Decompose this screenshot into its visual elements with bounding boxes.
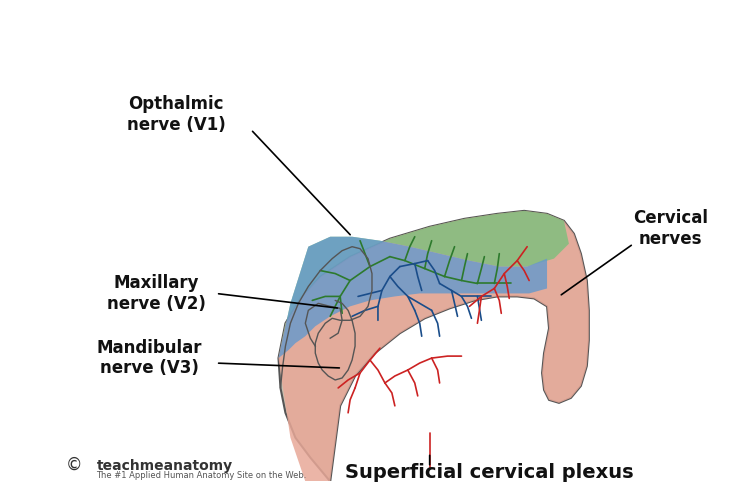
Text: Superficial cervical plexus: Superficial cervical plexus <box>345 463 634 482</box>
Text: teachmeanatomy: teachmeanatomy <box>96 458 233 472</box>
Text: ©: © <box>66 455 82 473</box>
Text: Mandibular
nerve (V3): Mandibular nerve (V3) <box>96 339 202 378</box>
Text: Cervical
nerves: Cervical nerves <box>633 210 708 248</box>
Polygon shape <box>278 211 589 482</box>
Polygon shape <box>278 211 589 482</box>
Polygon shape <box>278 237 547 358</box>
Polygon shape <box>278 211 569 358</box>
Text: Opthalmic
nerve (V1): Opthalmic nerve (V1) <box>127 95 225 134</box>
Text: The #1 Applied Human Anatomy Site on the Web.: The #1 Applied Human Anatomy Site on the… <box>96 471 307 480</box>
Text: Maxillary
nerve (V2): Maxillary nerve (V2) <box>107 274 205 313</box>
